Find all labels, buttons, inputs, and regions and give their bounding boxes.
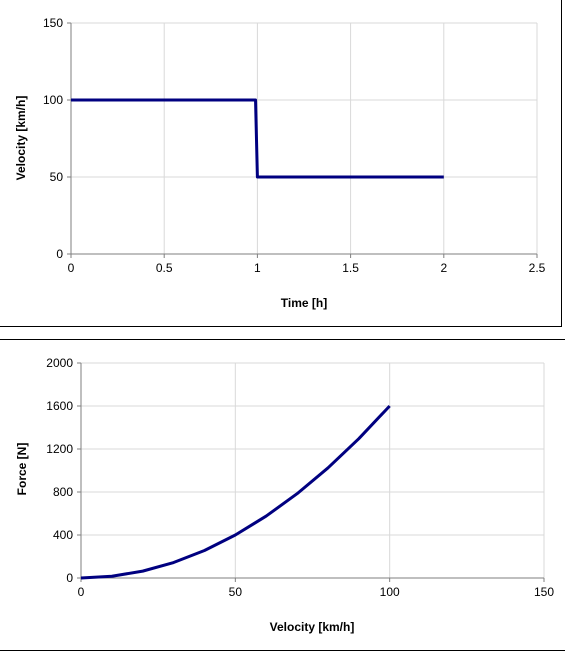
x-axis-title: Time [h] (281, 296, 327, 310)
series (71, 98, 444, 179)
y-tick-label: 400 (53, 528, 73, 542)
axes (67, 22, 538, 258)
y-tick-label: 0 (66, 571, 73, 585)
series (80, 404, 391, 580)
x-tick-label: 2 (440, 261, 447, 275)
grid-lines (71, 22, 538, 254)
x-tick-label: 0 (68, 261, 75, 275)
x-tick-label: 0.5 (156, 261, 173, 275)
y-tick-labels: 0 50 100 150 (43, 16, 63, 261)
y-tick-label: 1200 (46, 442, 73, 456)
y-tick-label: 50 (50, 170, 64, 184)
x-axis-title: Velocity [km/h] (270, 620, 355, 634)
y-tick-labels: 0 400 800 1200 1600 2000 (46, 356, 73, 585)
y-axis-title: Force [N] (15, 443, 29, 496)
x-tick-label: 1.5 (342, 261, 359, 275)
y-tick-label: 100 (43, 93, 63, 107)
series-line (71, 98, 444, 179)
x-tick-labels: 0 50 100 150 (78, 585, 555, 599)
x-tick-label: 150 (534, 585, 554, 599)
x-tick-label: 0 (78, 585, 85, 599)
y-axis-title: Velocity [km/h] (14, 96, 28, 181)
x-tick-label: 50 (229, 585, 243, 599)
y-tick-label: 800 (53, 485, 73, 499)
axes (77, 362, 545, 582)
velocity-time-chart-panel: 0 0.5 1 1.5 2 2.5 0 50 100 150 Time [h] Velocity… (0, 0, 562, 327)
y-tick-label: 1600 (46, 399, 73, 413)
y-tick-label: 150 (43, 16, 63, 30)
velocity-time-chart: 0 0.5 1 1.5 2 2.5 0 50 100 150 Time [h] Velocity… (14, 16, 546, 310)
y-tick-label: 2000 (46, 356, 73, 370)
x-tick-label: 2.5 (529, 261, 546, 275)
x-tick-label: 100 (380, 585, 400, 599)
series-line (80, 404, 391, 580)
y-tick-label: 0 (56, 247, 63, 261)
x-tick-labels: 0 0.5 1 1.5 2 2.5 (68, 261, 546, 275)
grid-lines (81, 362, 545, 578)
force-velocity-chart-panel: 0 50 100 150 0 400 800 1200 1600 2000 Velocity [… (0, 339, 565, 651)
force-velocity-chart: 0 50 100 150 0 400 800 1200 1600 2000 Velocity [… (15, 356, 555, 634)
x-tick-label: 1 (254, 261, 261, 275)
